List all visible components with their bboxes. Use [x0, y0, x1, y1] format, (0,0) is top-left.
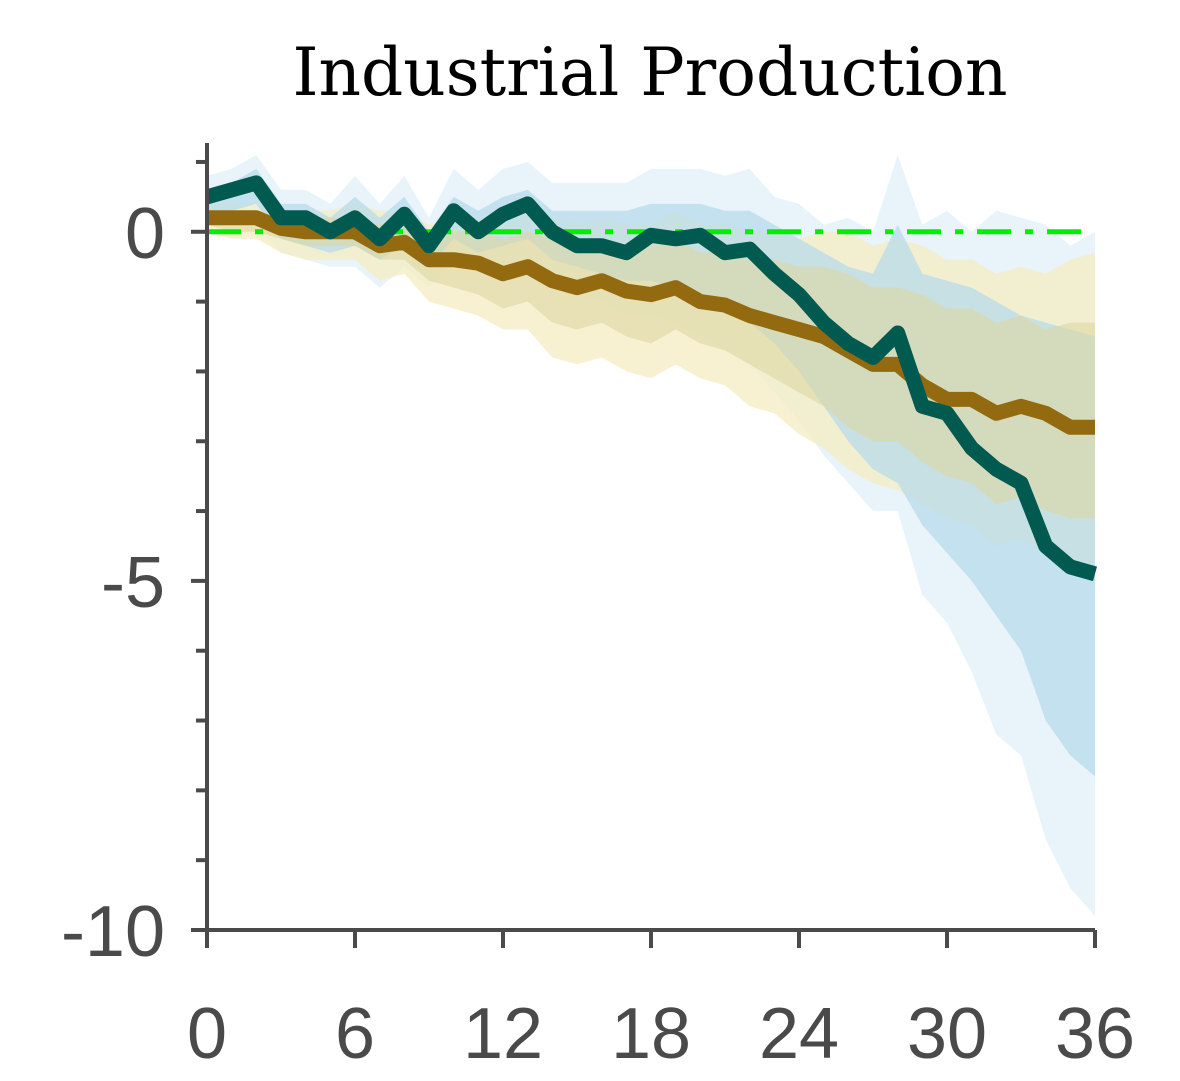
series-lines [204, 175, 1098, 582]
confidence-bands [207, 155, 1095, 916]
x-tick-label: 18 [611, 994, 691, 1074]
x-tick-label: 12 [463, 994, 543, 1074]
y-tick-label: -10 [61, 892, 165, 972]
axes: 0 -5 -10 0 6 12 18 24 30 36 [61, 143, 1135, 1074]
x-tick-label: 36 [1055, 994, 1135, 1074]
y-tick-label: -5 [101, 543, 165, 623]
x-tick-label: 24 [759, 994, 839, 1074]
x-tick-label: 30 [907, 994, 987, 1074]
x-tick-label: 0 [187, 994, 227, 1074]
band-inner-series-2 [207, 210, 1095, 519]
series-line-teal [204, 175, 1098, 582]
series-line-gold [207, 210, 1095, 435]
chart-title: Industrial Production [292, 34, 1007, 111]
y-tick-label: 0 [125, 194, 165, 274]
x-tick-label: 6 [335, 994, 375, 1074]
